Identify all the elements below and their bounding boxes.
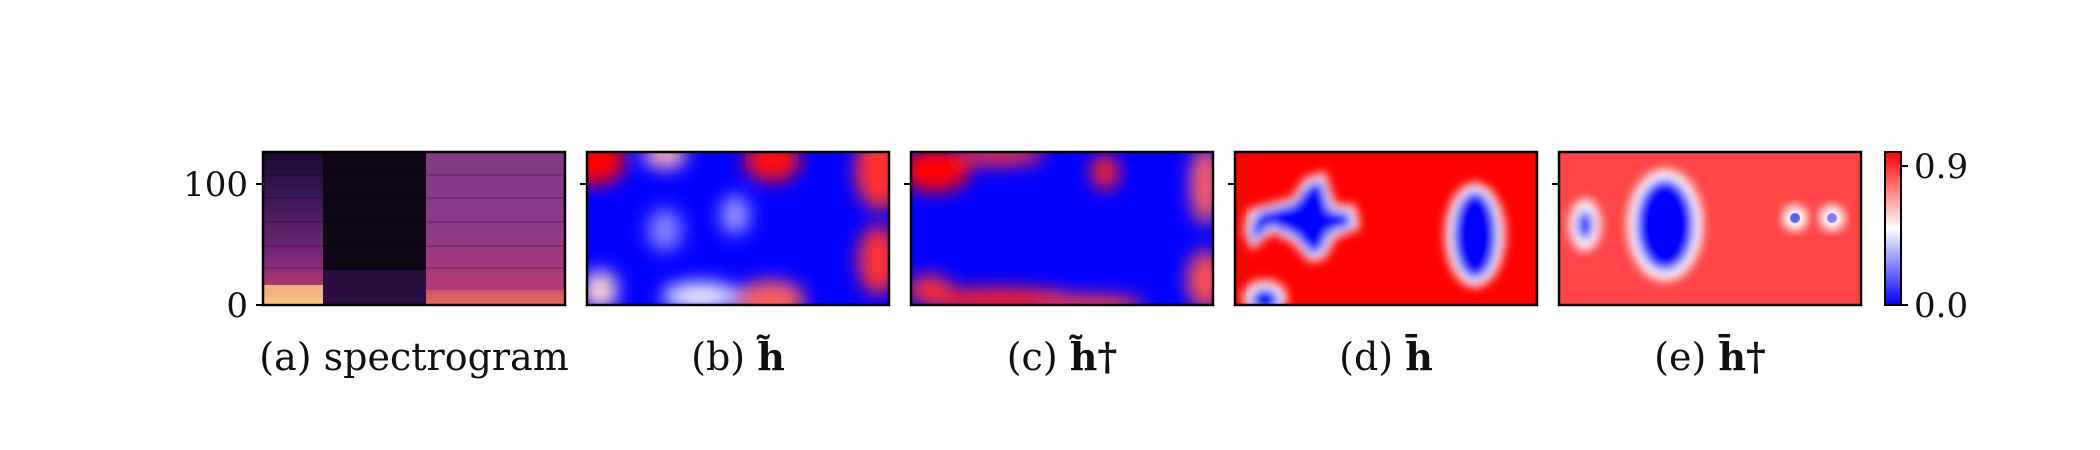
caption-a-prefix: (a) (259, 335, 311, 379)
panel-a-spectrogram: 100 0 (a) spectrogram (183, 150, 569, 379)
caption-e-prefix: (e) (1654, 335, 1706, 379)
panel-b-frame (585, 150, 891, 307)
colorbar-label-low: 0.0 (1914, 286, 1968, 326)
caption-c: (c) h̃† (1007, 334, 1118, 379)
caption-c-symbol: h̃† (1068, 334, 1117, 379)
spectrogram-image (263, 152, 565, 305)
caption-b-symbol: h̃ (756, 334, 785, 379)
caption-b: (b) h̃ (691, 334, 785, 379)
caption-c-prefix: (c) (1007, 335, 1058, 379)
panel-b-heatmap: (b) h̃ (580, 150, 891, 379)
colorbar: 0.9 0.0 (1884, 147, 1968, 326)
panel-d-heatmap: (d) h̄ (1228, 150, 1539, 379)
y-axis: 100 0 (183, 165, 263, 326)
colorbar-label-high: 0.9 (1914, 147, 1968, 187)
caption-d-prefix: (d) (1339, 335, 1393, 379)
caption-d: (d) h̄ (1339, 334, 1433, 379)
panel-c-frame (909, 150, 1215, 307)
heatmap-regions (1569, 169, 1703, 281)
caption-e: (e) h̄† (1654, 334, 1766, 379)
heatmap-regions (911, 152, 1213, 305)
caption-b-prefix: (b) (691, 335, 745, 379)
heatmap-regions (1243, 172, 1505, 305)
panel-e-heatmap: (e) h̄† (1552, 150, 1863, 379)
caption-e-symbol: h̄† (1718, 334, 1766, 379)
y-tick-label: 100 (183, 165, 248, 205)
y-tick-label: 0 (226, 286, 248, 326)
caption-d-symbol: h̄ (1405, 334, 1433, 379)
colorbar-gradient (1884, 151, 1902, 306)
caption-a-symbol: spectrogram (324, 335, 569, 379)
panel-c-heatmap: (c) h̃† (904, 150, 1215, 379)
heatmap-spots (1782, 205, 1845, 231)
panel-e-frame (1557, 150, 1863, 307)
panel-d-frame (1233, 150, 1539, 307)
caption-a: (a) spectrogram (259, 335, 569, 379)
heatmap-regions (587, 152, 889, 305)
panel-a-frame (261, 150, 567, 307)
